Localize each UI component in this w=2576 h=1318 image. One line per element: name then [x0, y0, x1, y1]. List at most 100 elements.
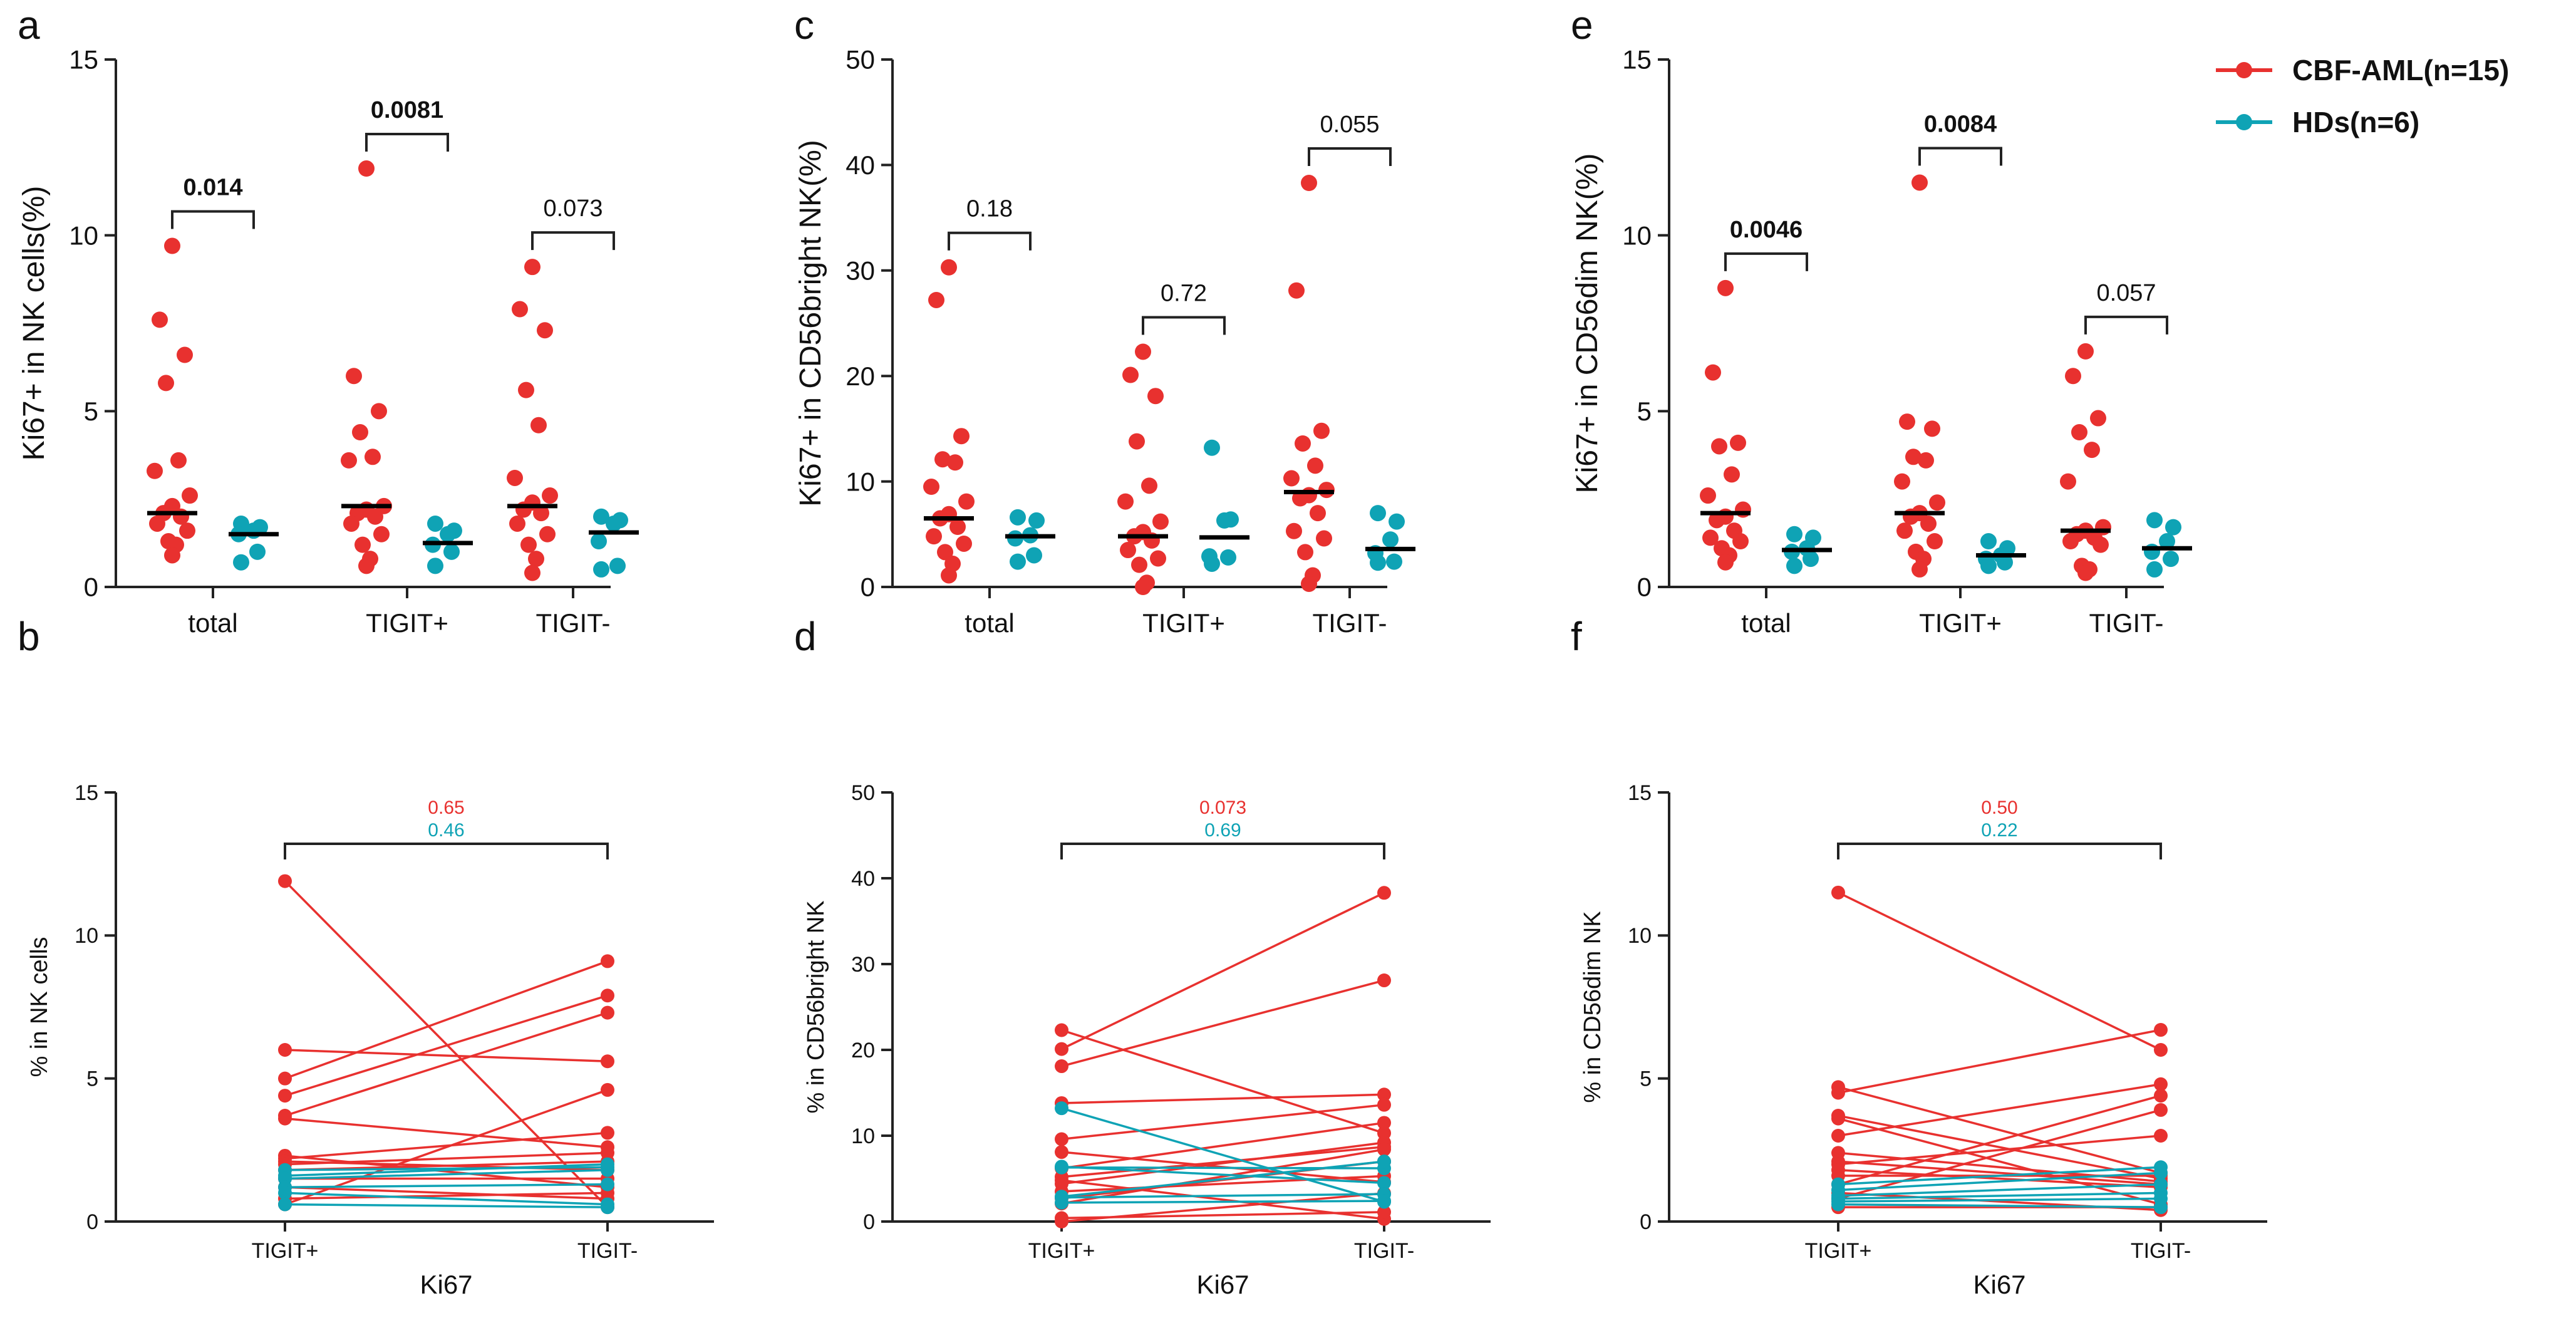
aml-point-tigit-neg: [1377, 1142, 1391, 1156]
aml-point: [530, 417, 547, 433]
aml-point: [928, 291, 944, 308]
hd-point-tigit-pos: [278, 1186, 292, 1200]
aml-point: [179, 522, 195, 539]
aml-point: [1905, 449, 1922, 465]
legend: CBF-AML(n=15) HDs(n=6): [2216, 54, 2509, 138]
aml-point: [1292, 490, 1308, 507]
hd-point: [593, 561, 609, 578]
aml-point-tigit-neg: [601, 1082, 614, 1097]
hd-point: [593, 508, 609, 525]
p-value-hd: 0.46: [428, 820, 464, 841]
hd-pair-line: [1838, 1166, 2161, 1186]
x-tick-label: TIGIT+: [366, 608, 448, 638]
y-tick-label: 0: [84, 573, 98, 602]
hd-point: [1786, 526, 1803, 542]
aml-pair-line: [284, 1117, 608, 1149]
aml-point: [1730, 434, 1746, 451]
hd-point: [1386, 553, 1402, 570]
aml-point: [149, 515, 165, 532]
hd-point: [606, 515, 622, 532]
aml-point: [1301, 175, 1317, 192]
hd-point: [1382, 531, 1399, 548]
hd-point-tigit-neg: [601, 1200, 614, 1215]
hd-pair-line: [1061, 1165, 1385, 1185]
aml-point: [354, 536, 371, 553]
significance-bracket: [531, 231, 615, 251]
p-value-label: 0.0081: [371, 97, 443, 123]
aml-pair-line: [1061, 1192, 1385, 1223]
significance-bracket: [1060, 843, 1385, 859]
aml-point: [182, 487, 198, 504]
p-value-aml: 0.073: [1199, 797, 1246, 818]
aml-point-tigit-neg: [601, 988, 614, 1003]
aml-point: [533, 505, 549, 522]
panel-letter-b: b: [18, 614, 40, 659]
y-tick-label: 5: [86, 1067, 98, 1091]
x-tick-label: total: [1741, 608, 1791, 638]
hd-point: [233, 554, 249, 571]
hd-pair-line: [1838, 1203, 2161, 1208]
aml-point: [947, 454, 963, 471]
aml-point: [1288, 282, 1305, 299]
aml-point: [1141, 477, 1157, 494]
legend-aml-marker: [2236, 62, 2252, 78]
hd-point-tigit-pos: [278, 1197, 292, 1212]
hd-pair-line: [1838, 1171, 2161, 1191]
hd-point: [1803, 551, 1819, 568]
hd-point: [609, 558, 626, 574]
aml-pair-line: [1838, 1029, 2161, 1094]
hd-point: [1204, 439, 1220, 456]
hd-pair-line: [1838, 1183, 2161, 1197]
aml-pair-line: [284, 1191, 608, 1200]
aml-point: [949, 519, 966, 536]
hd-point: [1010, 553, 1026, 570]
hd-point-tigit-neg: [2154, 1200, 2168, 1215]
aml-point: [2065, 368, 2081, 385]
aml-point: [1896, 522, 1913, 539]
aml-point-tigit-pos: [1831, 1129, 1845, 1143]
aml-point: [164, 237, 180, 254]
aml-pair-line: [1061, 1103, 1385, 1141]
legend-item-hd: HDs(n=6): [2216, 106, 2419, 138]
aml-point: [520, 536, 537, 553]
p-value-aml: 0.50: [1981, 797, 2017, 818]
aml-point: [1920, 515, 1937, 532]
aml-point-tigit-neg: [2154, 1077, 2168, 1091]
panel-d-paired-cd56bright: 0 10 20 30 40 50 % in CD56bright NK TIGIT+ TIGIT…: [803, 781, 1491, 1299]
aml-point: [2060, 473, 2076, 490]
significance-bracket: [284, 843, 609, 859]
x-tick-label: TIGIT-: [2089, 608, 2164, 638]
aml-point: [524, 259, 541, 276]
p-value-label: 0.057: [2096, 280, 2156, 306]
aml-pair-line: [1061, 979, 1385, 1067]
y-tick-label: 5: [84, 397, 98, 426]
hd-point: [440, 526, 456, 542]
aml-point: [358, 160, 375, 177]
aml-point: [158, 375, 174, 392]
aml-point: [346, 368, 362, 385]
aml-point: [1705, 364, 1721, 381]
aml-point: [1717, 279, 1734, 296]
aml-point: [365, 449, 381, 465]
hd-pair-line: [284, 1169, 608, 1180]
aml-point-tigit-neg: [1377, 886, 1391, 900]
x-tick-label: TIGIT+: [1805, 1239, 1872, 1263]
significance-bracket: [1142, 316, 1226, 335]
p-value-label: 0.055: [1320, 112, 1379, 138]
panel-e-ki67-cd56dim: 0 5 10 15 Ki67+ in CD56dim NK(%) total 0.0046 T…: [1571, 45, 2192, 638]
x-tick-label: TIGIT-: [2131, 1239, 2191, 1263]
aml-point: [1120, 542, 1136, 559]
y-tick-label: 0: [86, 1210, 98, 1234]
y-tick-label: 15: [1622, 45, 1652, 75]
x-axis-label: Ki67: [420, 1270, 472, 1299]
y-tick-label: 40: [851, 867, 875, 891]
aml-pair-line: [1838, 1117, 2161, 1206]
y-tick-label: 5: [1640, 1067, 1652, 1091]
x-tick-label: TIGIT+: [1142, 608, 1225, 638]
aml-point: [1307, 457, 1323, 474]
hd-pair-line: [284, 1203, 608, 1208]
hd-point: [1370, 554, 1386, 571]
aml-pair-line: [1838, 1169, 2161, 1188]
aml-point-tigit-neg: [601, 1005, 614, 1020]
aml-pair-line: [1061, 1029, 1385, 1134]
